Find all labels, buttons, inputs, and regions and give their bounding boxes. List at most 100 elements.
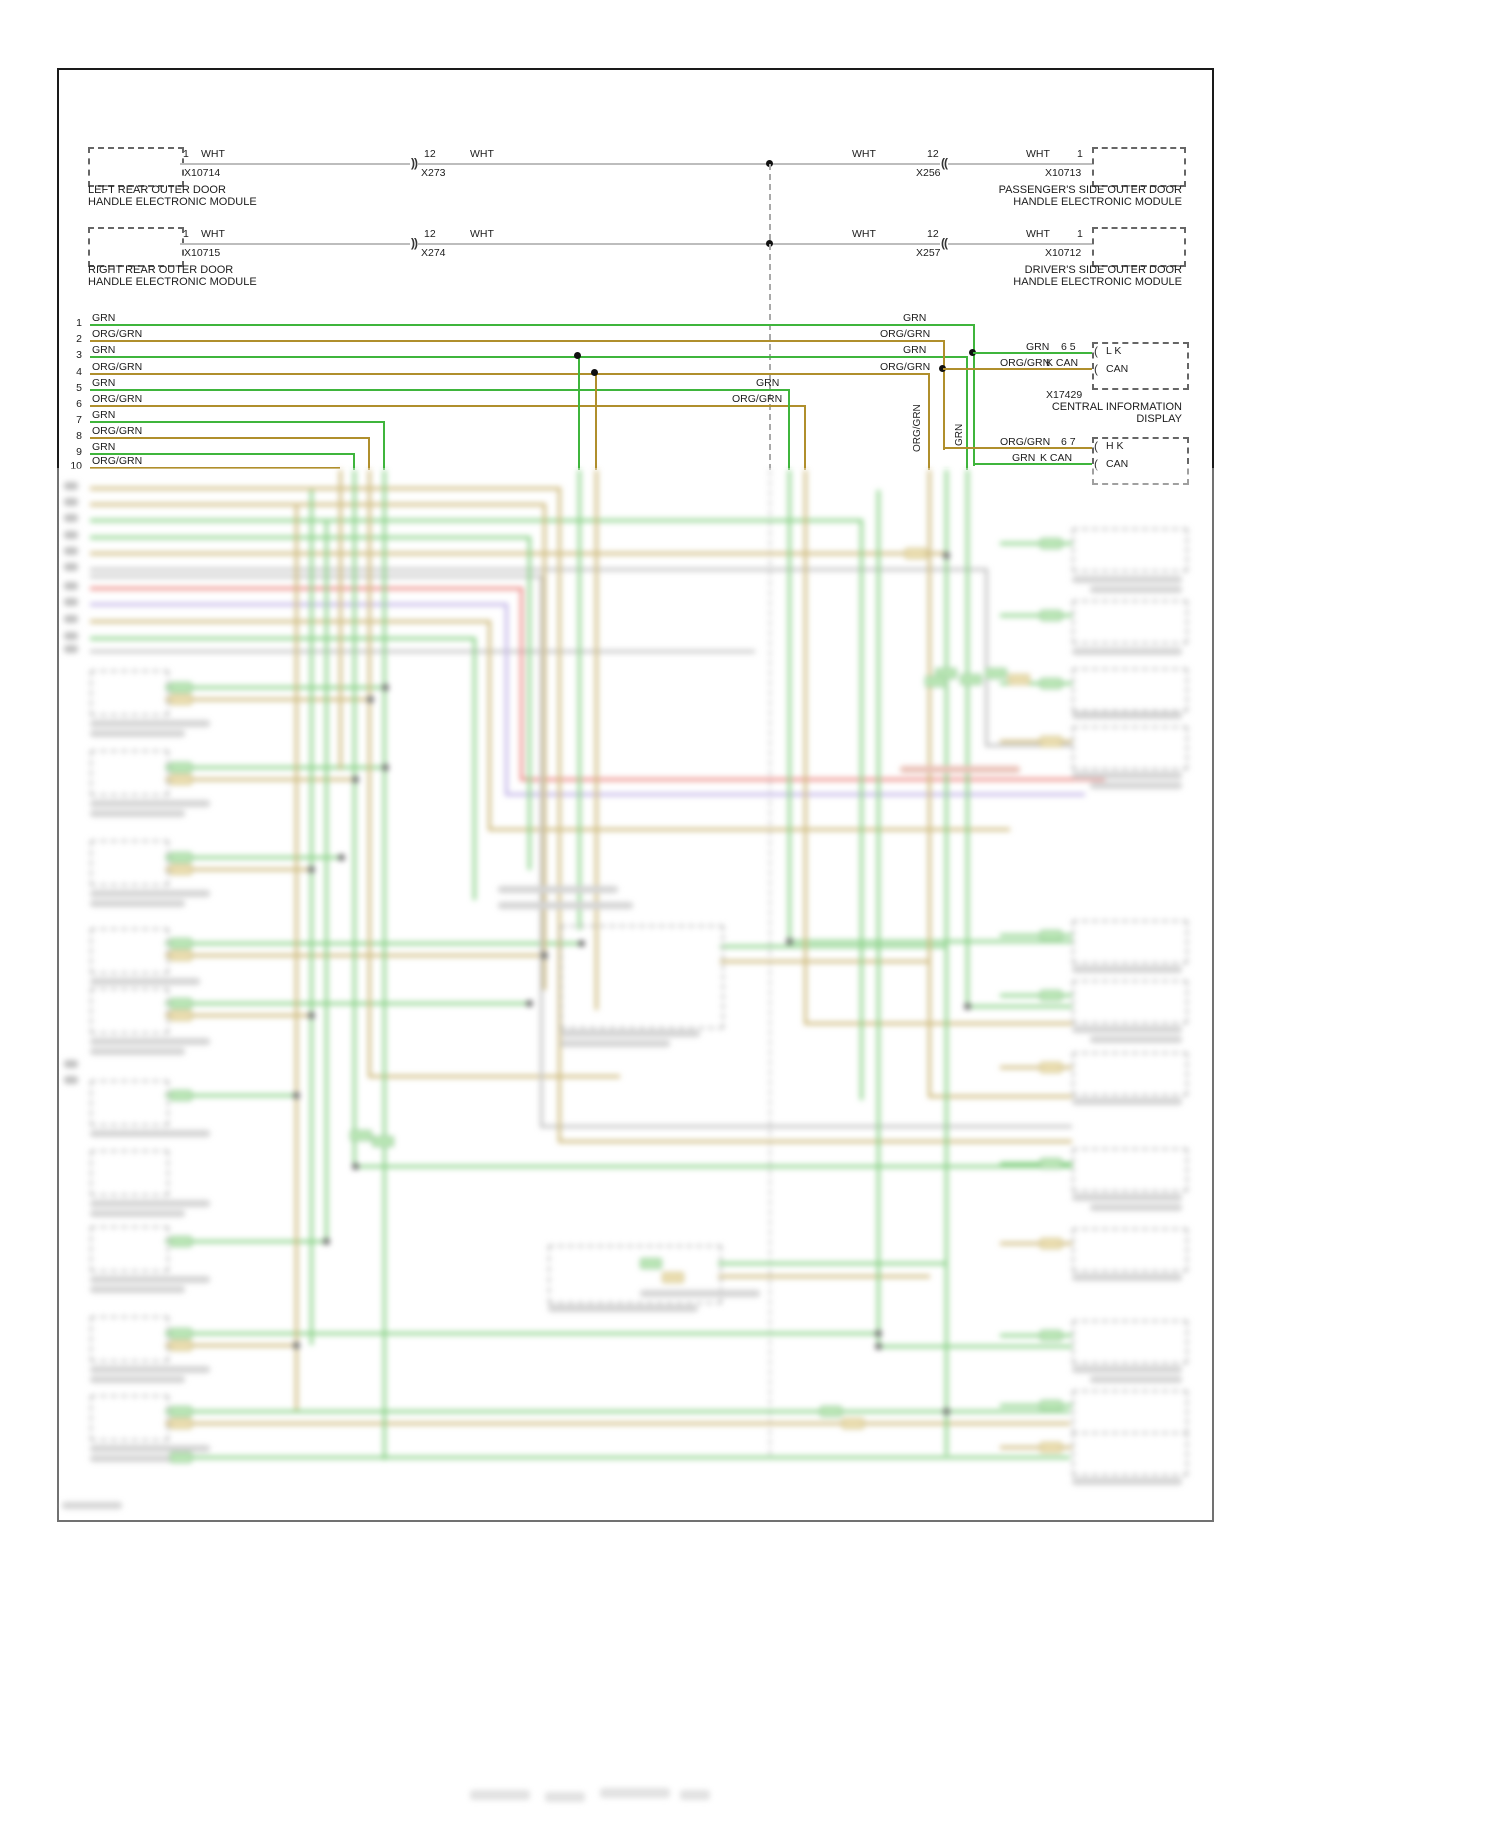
- wire-color-label: ORG/GRN: [92, 455, 143, 467]
- blurred-wire-segment: [1000, 740, 1072, 743]
- blurred-component-box: [90, 670, 169, 716]
- blurred-connector-highlight: [1040, 1400, 1062, 1411]
- pin-number: 12: [424, 148, 436, 160]
- blurred-text: [90, 1038, 210, 1045]
- blurred-connector-highlight: [960, 674, 982, 685]
- wire-segment: [90, 340, 945, 342]
- blurred-junction-dot: [308, 866, 315, 873]
- blurred-component-box: [90, 750, 169, 796]
- wire-segment: [353, 453, 355, 470]
- blurred-text: [64, 482, 78, 490]
- blurred-connector-highlight: [170, 682, 192, 693]
- blurred-connector-highlight: [662, 1272, 684, 1283]
- blurred-junction-dot: [786, 938, 793, 945]
- module-name: HANDLE ELECTRONIC MODULE: [88, 196, 257, 208]
- blurred-wire-segment: [788, 470, 791, 940]
- blurred-component-box: [1072, 600, 1188, 644]
- blurred-text: [90, 1366, 210, 1373]
- wire-segment: [90, 405, 806, 407]
- blurred-wire-segment: [325, 520, 328, 1240]
- pin-number: 1: [183, 148, 189, 160]
- connector-id: X256: [916, 167, 941, 179]
- blurred-connector-highlight: [170, 1010, 192, 1021]
- blurred-text: [1072, 576, 1182, 583]
- blurred-text: [90, 810, 185, 817]
- blurred-wire-segment: [558, 1140, 1072, 1143]
- blurred-wire-segment: [945, 470, 948, 1455]
- blurred-connector-highlight: [170, 1328, 192, 1339]
- blurred-wire-segment: [1000, 682, 1072, 685]
- blurred-text: [1072, 1274, 1182, 1281]
- blurred-text: [470, 1790, 530, 1800]
- blurred-wire-segment: [1000, 1446, 1072, 1449]
- blurred-junction-dot: [352, 1163, 359, 1170]
- blurred-connector-highlight: [1040, 1442, 1062, 1453]
- blurred-connector-highlight: [1040, 930, 1062, 941]
- blurred-junction-dot: [367, 696, 374, 703]
- blurred-component-box: [90, 988, 169, 1034]
- blurred-wire-segment: [165, 778, 355, 781]
- connector-symbol-icon: ((: [940, 236, 948, 250]
- blurred-wire-segment: [1000, 542, 1072, 545]
- blurred-junction-dot: [943, 552, 950, 559]
- blurred-wire-segment: [1000, 1242, 1072, 1245]
- blurred-wire-segment: [1000, 1334, 1072, 1337]
- junction-dot: [969, 349, 976, 356]
- blurred-wire-segment: [90, 487, 558, 490]
- blurred-wire-segment: [540, 1125, 1072, 1128]
- blurred-connector-highlight: [640, 1258, 662, 1269]
- blurred-junction-dot: [964, 1003, 971, 1010]
- blurred-text: [1090, 586, 1182, 593]
- blurred-connector-highlight: [1040, 1158, 1062, 1169]
- right-rear-module-box: [88, 227, 184, 267]
- blurred-wire-segment: [720, 945, 945, 948]
- wire-color-label: ORG/GRN: [1000, 436, 1051, 448]
- blurred-component-box: [1072, 668, 1188, 712]
- pin-socket-icon: (: [1094, 362, 1098, 376]
- wire-color-label: GRN: [92, 441, 116, 453]
- blurred-connector-highlight: [925, 676, 947, 687]
- blurred-junction-dot: [308, 1012, 315, 1019]
- wire-segment: [943, 340, 945, 450]
- blurred-connector-highlight: [350, 1130, 372, 1141]
- net-label: K CAN: [1046, 357, 1079, 369]
- junction-dot: [766, 160, 773, 167]
- blurred-text: [1072, 966, 1182, 973]
- blurred-junction-dot: [943, 1408, 950, 1415]
- row-number: 8: [76, 430, 82, 442]
- blurred-wire-segment: [353, 470, 356, 1165]
- blurred-text: [1072, 1478, 1182, 1485]
- blurred-junction-dot: [541, 952, 548, 959]
- blurred-wire-segment: [90, 637, 473, 640]
- module-name: CENTRAL INFORMATION: [1051, 401, 1182, 413]
- blurred-text: [1072, 1194, 1182, 1201]
- blurred-junction-dot: [382, 764, 389, 771]
- blurred-wire-segment: [165, 686, 385, 689]
- blurred-wire-segment: [90, 650, 755, 653]
- pin-number: 12: [424, 228, 436, 240]
- blurred-connector-highlight: [1040, 678, 1062, 689]
- blurred-wire-segment: [368, 1075, 620, 1078]
- module-name: HANDLE ELECTRONIC MODULE: [88, 276, 257, 288]
- blurred-wire-segment: [90, 568, 985, 571]
- blurred-wire-segment: [90, 536, 528, 539]
- blurred-wire-segment: [165, 868, 310, 871]
- wire-segment: [90, 467, 340, 469]
- blurred-wire-segment: [90, 575, 540, 578]
- row-number: 5: [76, 382, 82, 394]
- wire-segment: [90, 356, 968, 358]
- blurred-text: [560, 1040, 670, 1047]
- blurred-wire-segment: [928, 1095, 1072, 1098]
- blurred-wire-segment: [1000, 1404, 1072, 1407]
- wire-segment: [180, 163, 1092, 165]
- wire-color-label: ORG/GRN: [92, 361, 143, 373]
- blurred-wire-segment: [966, 470, 969, 1005]
- module-name: RIGHT REAR OUTER DOOR: [88, 264, 234, 276]
- connector-id: X274: [421, 247, 446, 259]
- row-number: 10: [70, 460, 82, 472]
- blurred-wire-segment: [595, 470, 598, 1010]
- blurred-wire-segment: [368, 470, 371, 1075]
- pin-number: 6 5: [1061, 341, 1076, 353]
- blurred-text: [90, 1276, 210, 1283]
- wire-color-label: ORG/GRN: [732, 393, 783, 405]
